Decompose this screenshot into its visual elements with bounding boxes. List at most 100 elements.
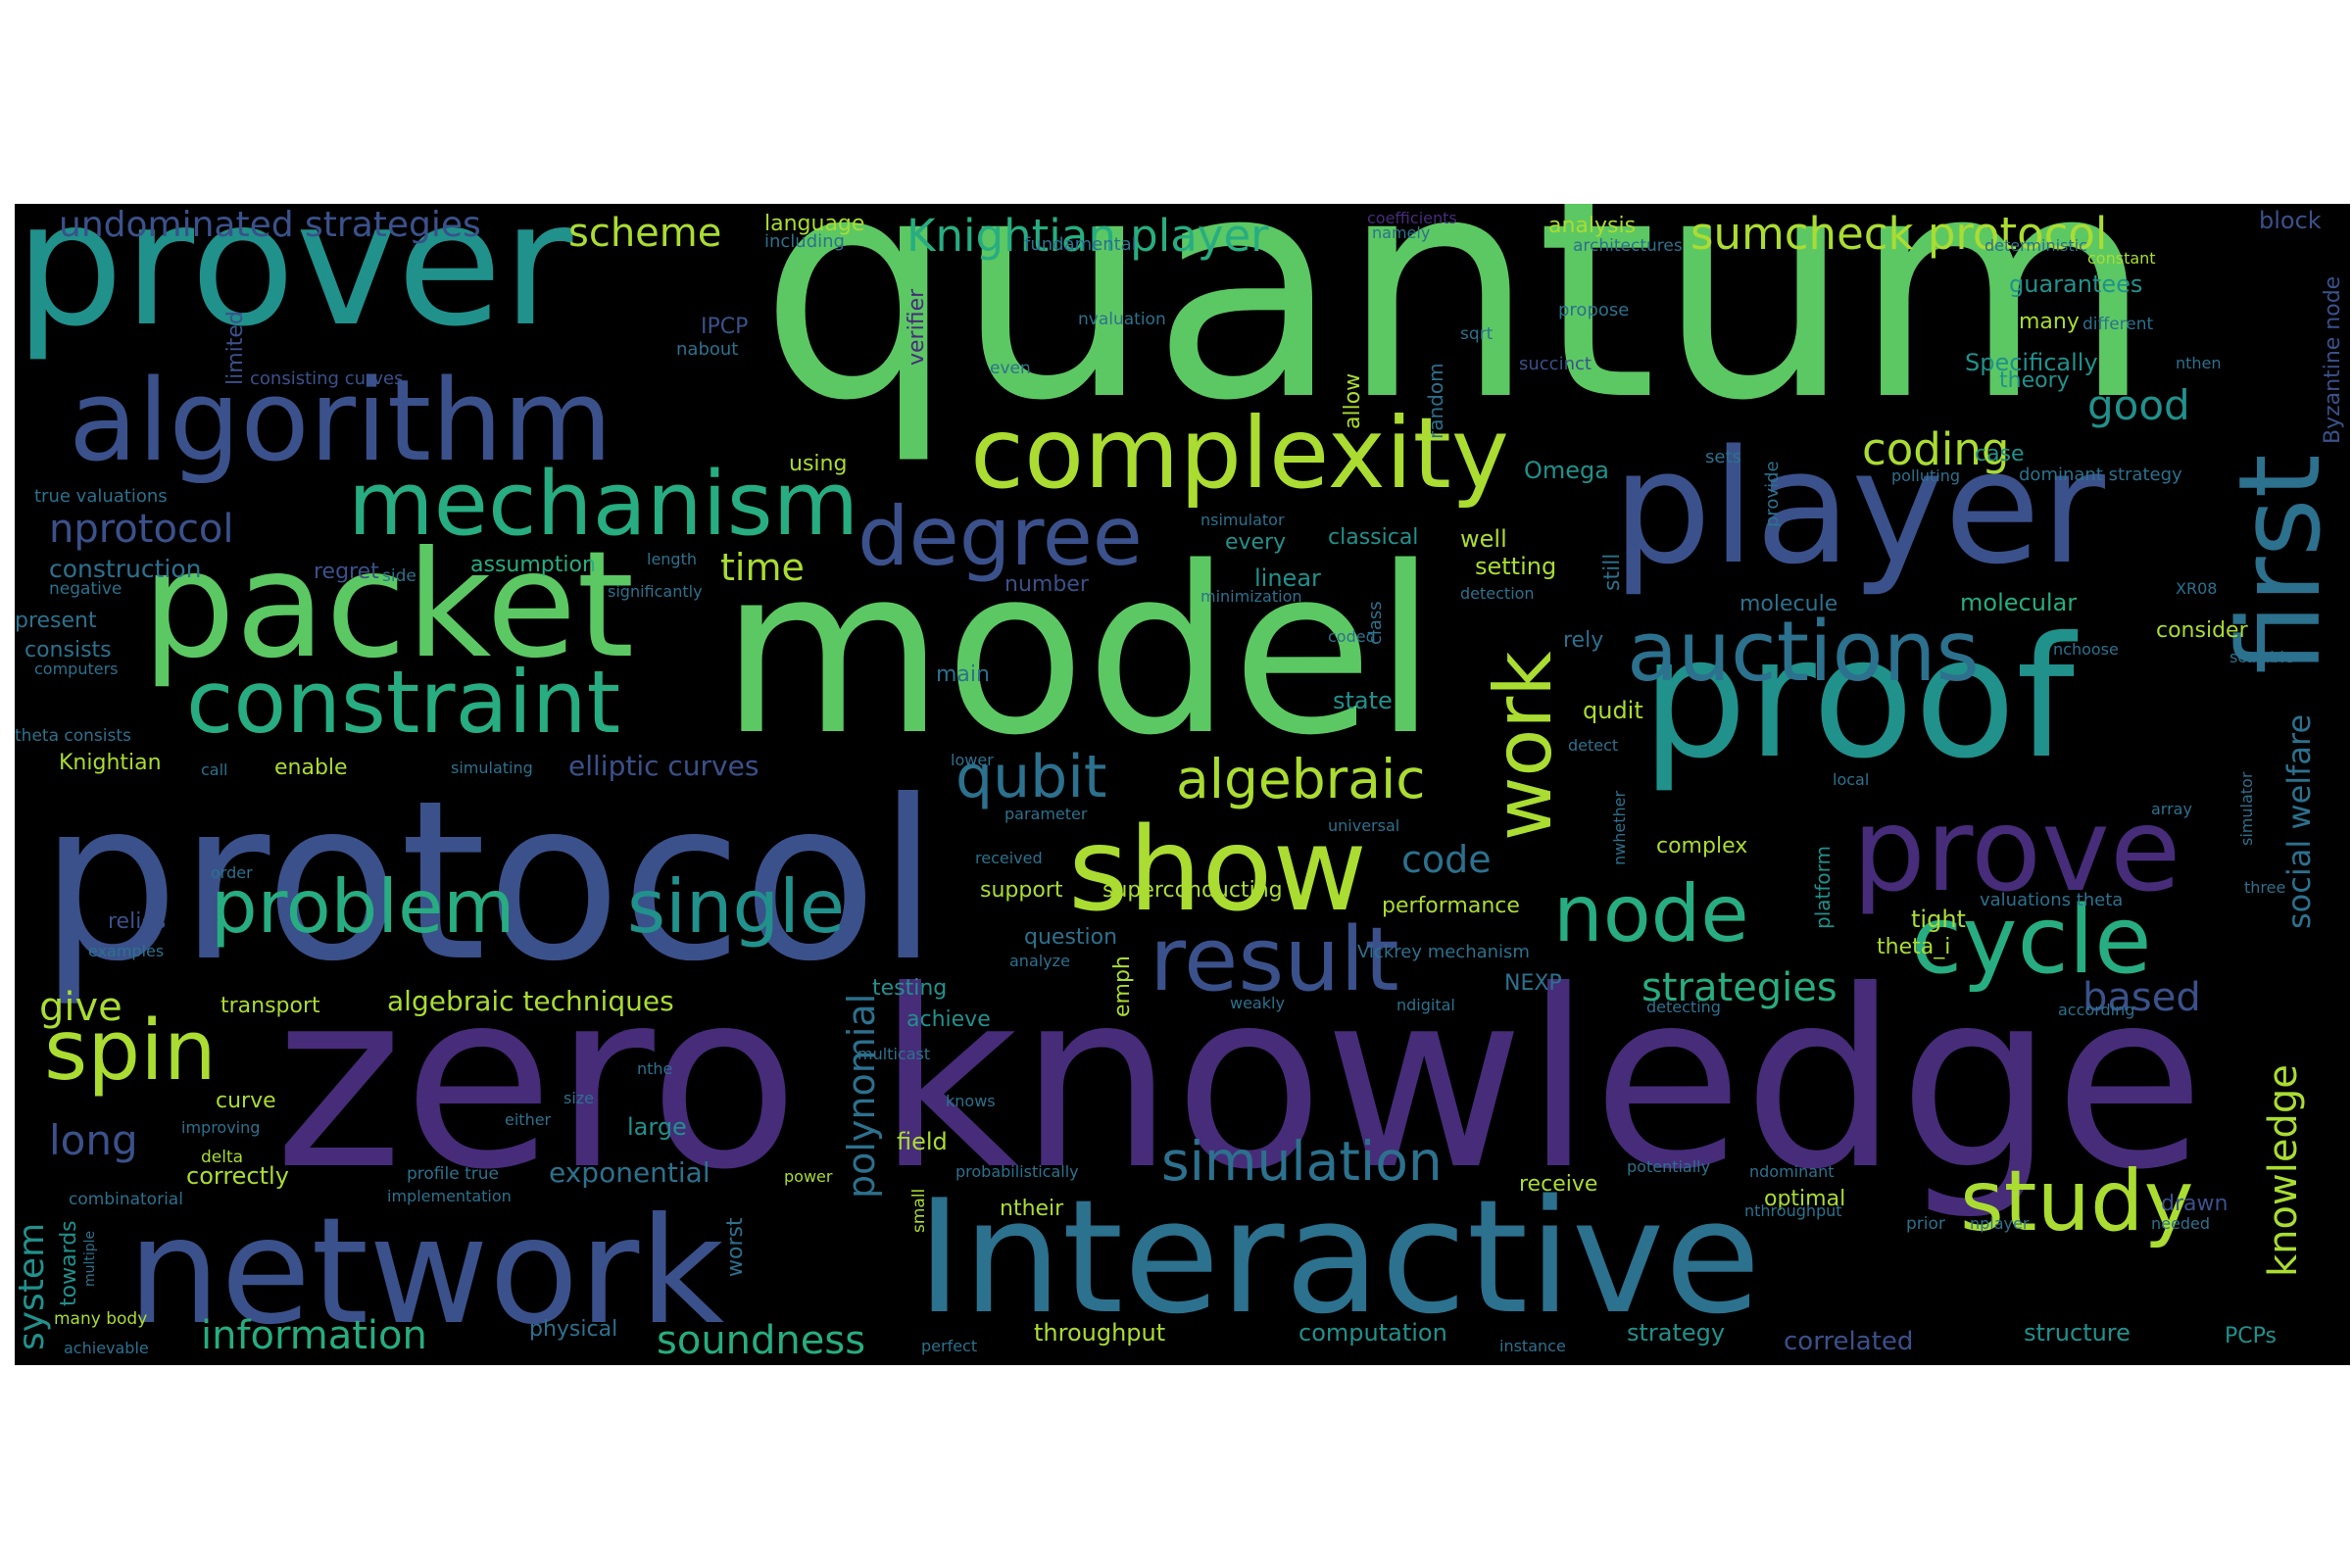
word-strategy: strategy [1627, 1319, 1726, 1347]
word-study: study [1960, 1152, 2194, 1250]
word-structure: structure [2024, 1319, 2131, 1347]
word-still: still [1600, 553, 1625, 591]
word-potentially: potentially [1627, 1157, 1711, 1176]
word-nplayer: nplayer [1970, 1214, 2030, 1233]
word-analysis: analysis [1548, 214, 1637, 238]
word-block: block [2259, 207, 2322, 234]
word-profile-true: profile true [407, 1164, 499, 1184]
word-worst: worst [723, 1217, 748, 1277]
word-nprotocol: nprotocol [49, 507, 234, 552]
word-regret: regret [314, 560, 379, 584]
word-proof: proof [1642, 602, 2075, 796]
word-rely: rely [1563, 628, 1604, 653]
word-many: many [2019, 310, 2080, 334]
word-optimal: optimal [1764, 1187, 1846, 1211]
word-testing: testing [872, 976, 948, 1001]
word-algebraic-techniques: algebraic techniques [387, 985, 674, 1017]
word-theta-consists: theta consists [15, 726, 131, 746]
word-byzantine-node: Byzantine node [2321, 275, 2345, 444]
word-omega: Omega [1524, 457, 1609, 484]
word-good: good [2087, 381, 2190, 429]
word-specifically: Specifically [1965, 349, 2098, 376]
word-classical: classical [1328, 525, 1419, 550]
word-provide: provide [1762, 461, 1783, 527]
word-vickrey-mechanism: Vickrey mechanism [1357, 942, 1530, 962]
word-combinatorial: combinatorial [69, 1190, 183, 1209]
word-system: system [15, 1222, 52, 1350]
word-computers: computers [34, 660, 119, 678]
word-power: power [784, 1167, 833, 1186]
word-nsimulator: nsimulator [1200, 511, 1285, 529]
word-cycle: cycle [1911, 887, 2152, 995]
word-achieve: achieve [906, 1007, 991, 1032]
word-zero-knowledge: zero knowledge [274, 938, 2205, 1223]
word-call: call [201, 760, 228, 779]
word-towards: towards [57, 1220, 81, 1306]
word-coding: coding [1862, 423, 2010, 475]
word-either: either [505, 1110, 552, 1129]
word-field: field [897, 1128, 948, 1155]
word-nthe: nthe [637, 1059, 673, 1078]
word-algebraic: algebraic [1176, 748, 1426, 810]
word-according: according [2058, 1001, 2135, 1019]
word-knows: knows [946, 1092, 996, 1110]
word-ndominant: ndominant [1749, 1162, 1835, 1181]
word-valuations-theta: valuations theta [1980, 890, 2124, 910]
word-constraint: constraint [186, 652, 621, 753]
word-physical: physical [529, 1317, 618, 1342]
word-three: three [2244, 878, 2286, 897]
word-computation: computation [1298, 1319, 1447, 1347]
word-array: array [2151, 800, 2192, 818]
word-achievable: achievable [64, 1339, 149, 1357]
word-complexity: complexity [970, 396, 1509, 511]
word-allow: allow [1341, 372, 1365, 429]
word-simulation: simulation [1161, 1130, 1443, 1193]
word-qubit: qubit [956, 743, 1107, 811]
word-random: random [1424, 363, 1447, 439]
word-correctly: correctly [186, 1162, 289, 1190]
word-single: single [627, 863, 846, 950]
word-universal: universal [1328, 816, 1400, 835]
word-pcps: PCPs [2225, 1324, 2277, 1348]
word-probabilistically: probabilistically [956, 1162, 1079, 1181]
word-well: well [1460, 525, 1507, 553]
word-prior: prior [1906, 1214, 1945, 1234]
word-undominated-strategies: undominated strategies [59, 205, 481, 245]
word-degree: degree [858, 489, 1143, 584]
word-theory: theory [1999, 368, 2070, 393]
word-detect: detect [1568, 736, 1619, 755]
word-improving: improving [181, 1118, 261, 1137]
word-support: support [980, 878, 1063, 903]
word-algorithm: algorithm [69, 356, 613, 487]
word-multicast: multicast [858, 1045, 931, 1063]
word-soundness: soundness [657, 1318, 866, 1363]
word-problem: problem [211, 863, 515, 950]
word-local: local [1833, 770, 1870, 789]
word-long: long [49, 1116, 138, 1164]
word-mechanism: mechanism [348, 453, 859, 556]
word-verifier: verifier [905, 288, 929, 366]
word-different: different [2082, 315, 2154, 334]
word-social-welfare: social welfare [2280, 713, 2318, 929]
word-simulator: simulator [2237, 771, 2256, 846]
word-molecular: molecular [1960, 589, 2078, 616]
word-deterministic: deterministic [1984, 236, 2087, 255]
word-sets: sets [1705, 447, 1741, 467]
word-knowledge: knowledge [2261, 1064, 2306, 1277]
word-setting: setting [1475, 553, 1557, 580]
word-protocol: protocol [39, 754, 939, 1010]
word-correlated: correlated [1784, 1327, 1914, 1356]
word-present: present [15, 609, 97, 633]
word-parameter: parameter [1004, 805, 1088, 823]
word-theta-i: theta_i [1877, 935, 1951, 959]
word-cloud: quantum zero knowledge model protocol prover… [15, 204, 2350, 1365]
word-auctions: auctions [1627, 604, 1980, 701]
word-constant: constant [2087, 249, 2156, 268]
word-spin: spin [44, 1003, 217, 1100]
word-nthen: nthen [2176, 354, 2222, 372]
word-ipcp: IPCP [701, 315, 749, 339]
word-side: side [382, 566, 416, 586]
word-construction: construction [49, 555, 202, 583]
word-scalable: scalable [2230, 648, 2294, 666]
word-throughput: throughput [1034, 1319, 1166, 1347]
